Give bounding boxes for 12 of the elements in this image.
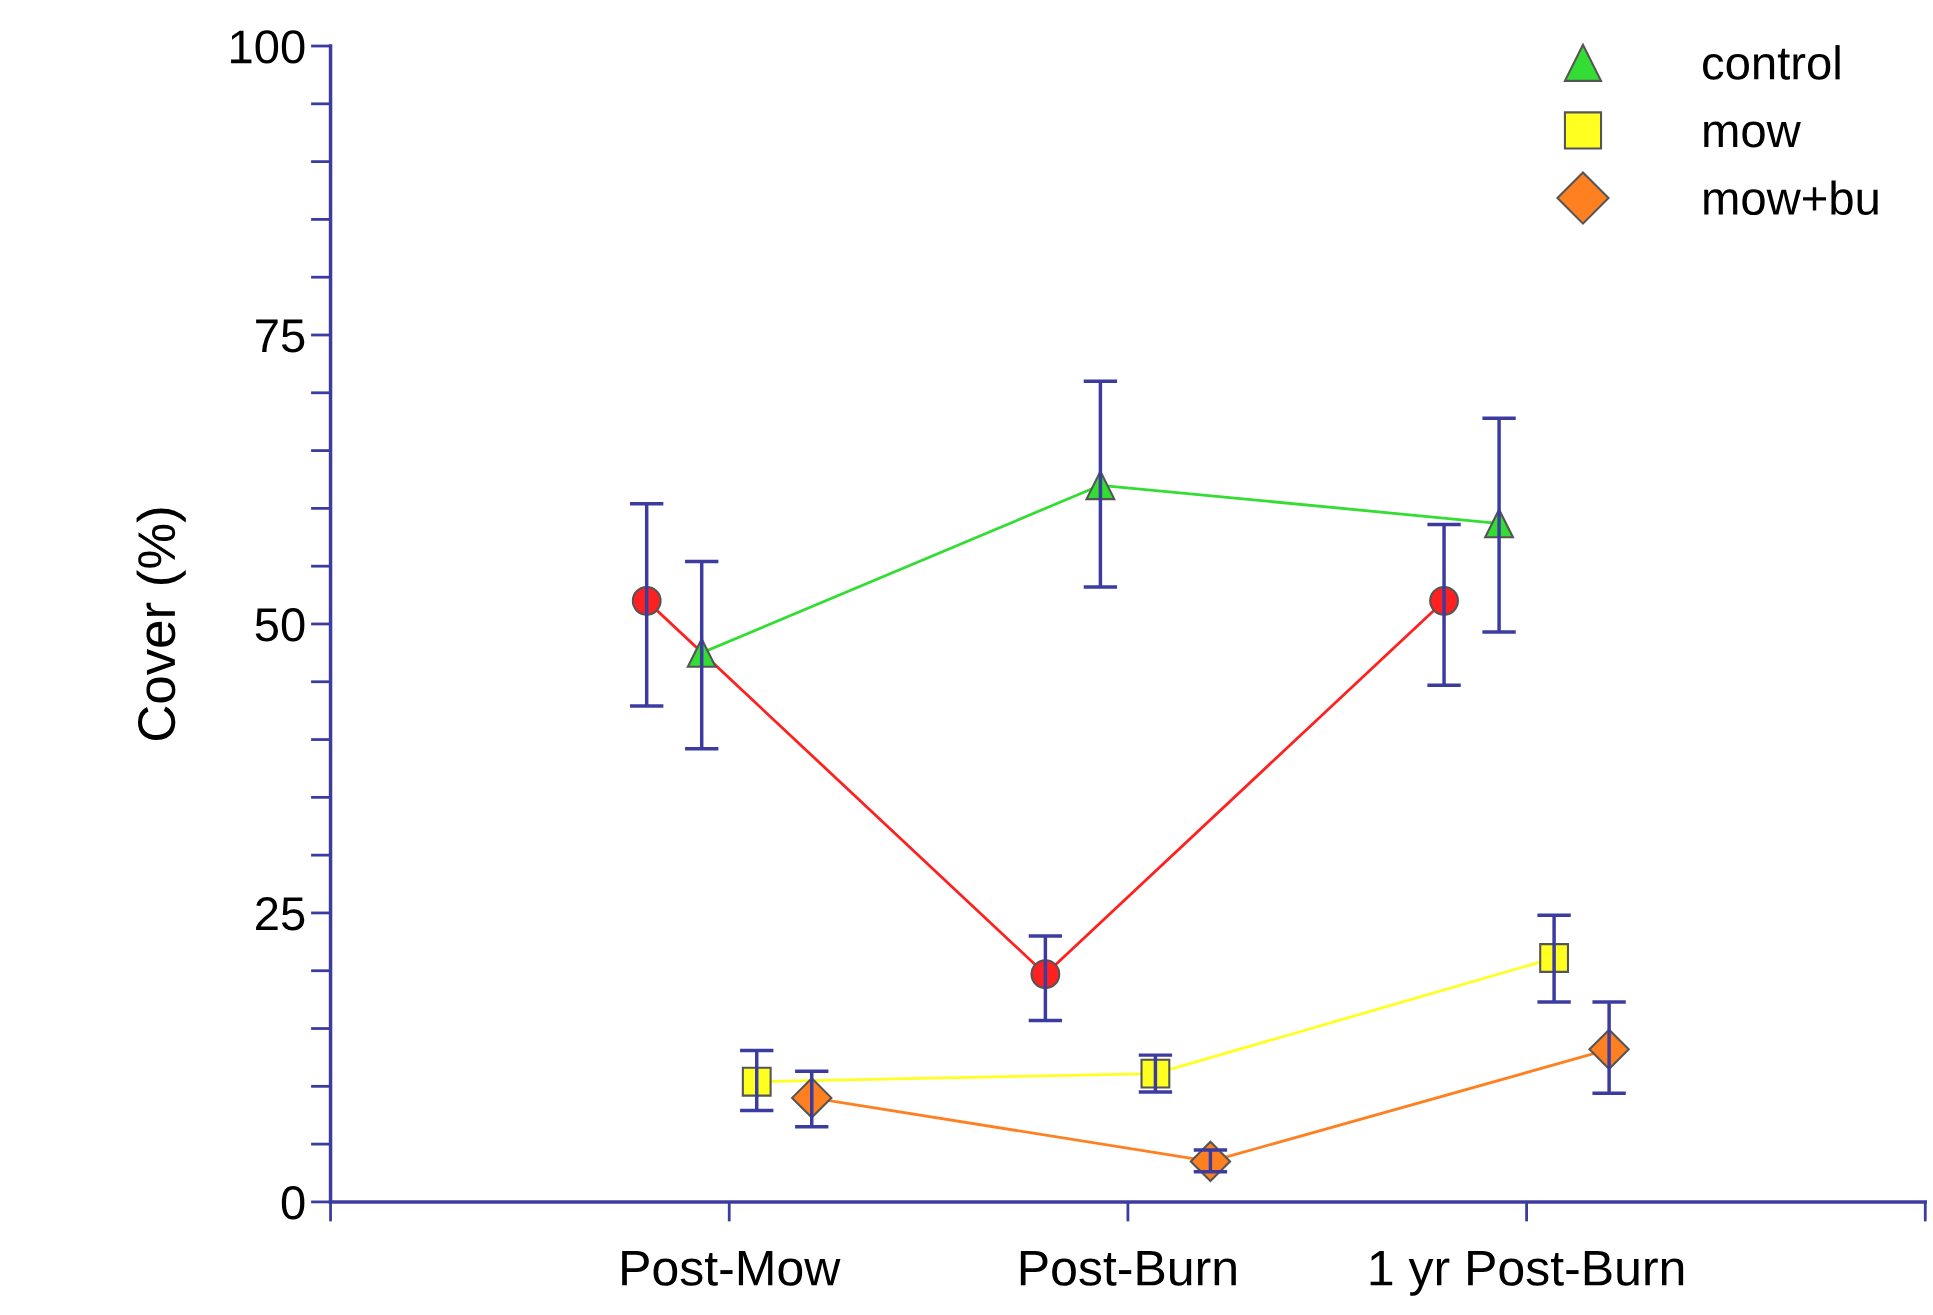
legend-label: mow+bu xyxy=(1704,180,1878,216)
legend-label: control xyxy=(1703,45,1840,80)
y-tick-label: 100 xyxy=(231,30,305,64)
y-tick-label: 0 xyxy=(281,1186,305,1220)
legend-label: mow xyxy=(1704,121,1801,148)
x-tick-label: Post-Burn xyxy=(1020,1250,1236,1286)
x-tick-label: 1 yr Post-Burn xyxy=(1370,1250,1684,1296)
y-axis-title: Cover (%) xyxy=(136,508,186,741)
y-tick-label: 50 xyxy=(255,608,305,642)
x-tick-label: Post-Mow xyxy=(622,1250,841,1286)
y-tick-label: 75 xyxy=(256,319,305,353)
y-tick-label: 25 xyxy=(256,897,305,931)
